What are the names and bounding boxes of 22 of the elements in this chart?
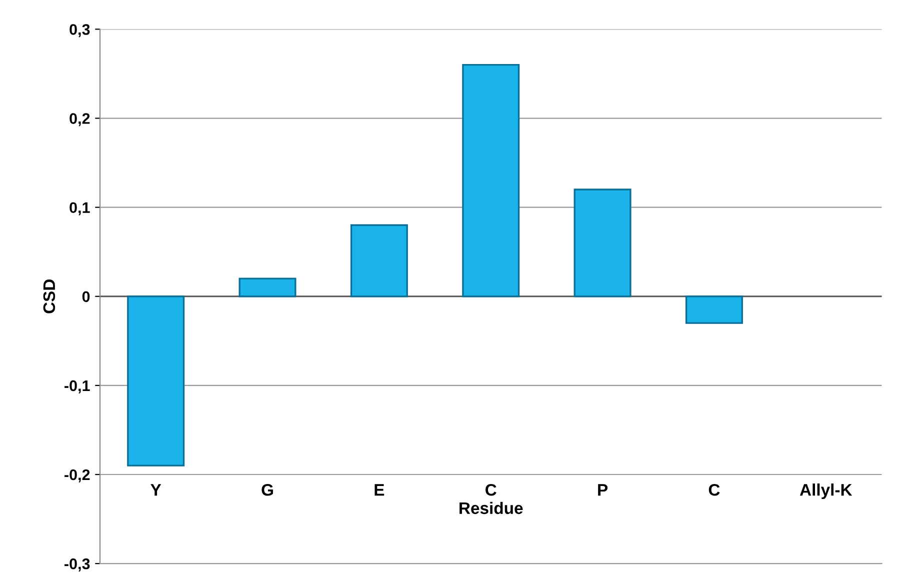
x-tick-label: Allyl-K: [800, 484, 852, 500]
y-tick-label: 0,2: [70, 113, 90, 126]
y-tick-label: -0,2: [64, 469, 90, 482]
x-tick-label: E: [374, 484, 384, 496]
x-tick-label: C: [708, 484, 720, 496]
bar: [238, 278, 296, 298]
x-tick-label: P: [598, 484, 608, 496]
y-tick-label: -0,1: [64, 380, 90, 394]
x-tick-label: C: [486, 484, 496, 496]
y-tick-label: -0,3: [64, 558, 90, 572]
bar: [127, 296, 185, 466]
y-tick-label: 0,3: [70, 24, 90, 38]
y-tick-label: 0,1: [70, 202, 90, 216]
bar: [350, 224, 408, 298]
bar: [462, 64, 520, 298]
bar: [574, 188, 632, 298]
bar: [685, 296, 743, 324]
y-axis-title: CSD: [43, 279, 56, 314]
x-tick-label: Y: [150, 484, 162, 496]
x-tick-label: G: [262, 484, 273, 496]
x-axis-title: Residue: [460, 502, 523, 514]
y-tick-label: 0: [82, 291, 90, 302]
